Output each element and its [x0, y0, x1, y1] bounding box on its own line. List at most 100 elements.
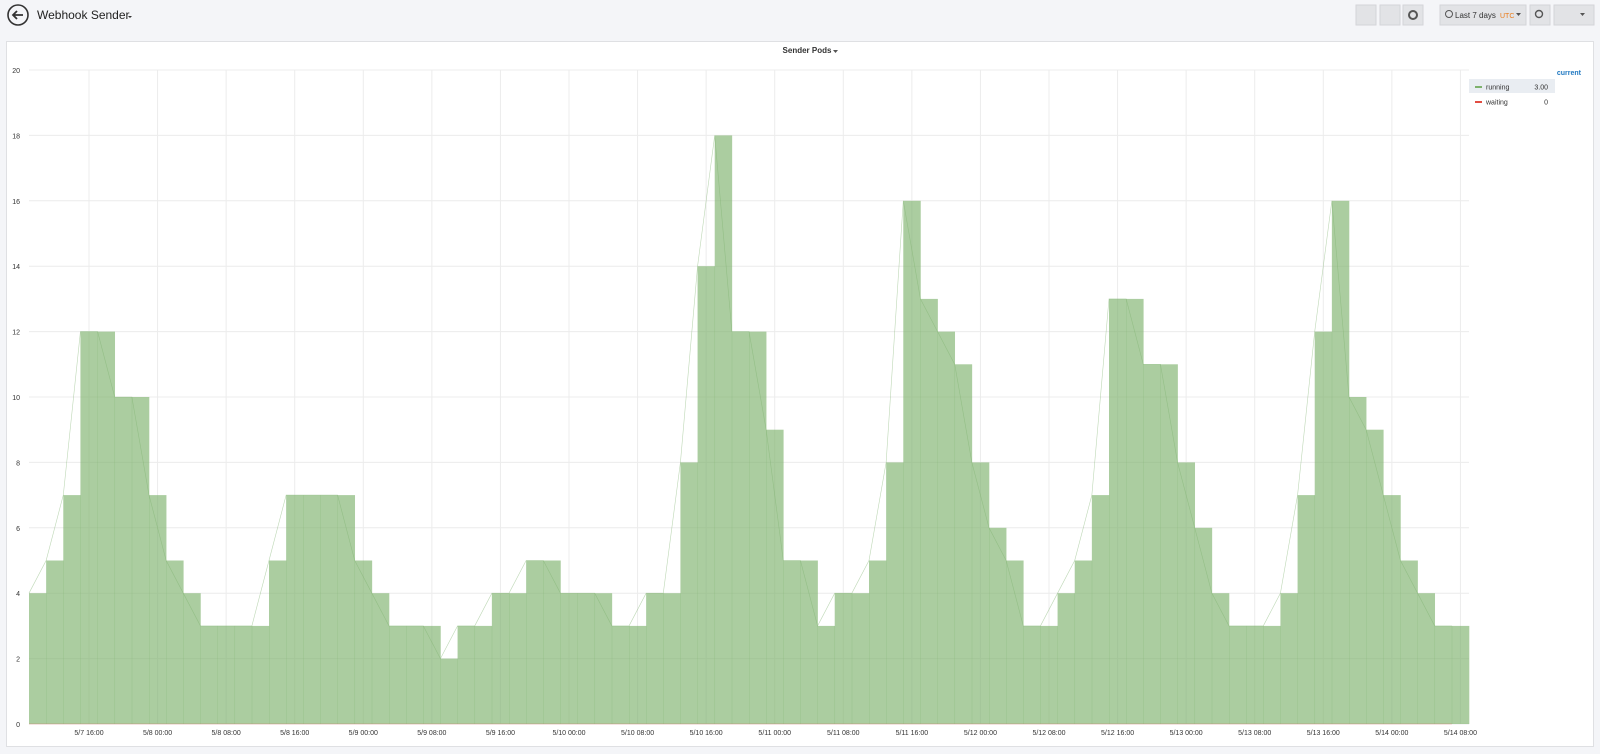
x-tick-label: 5/13 16:00 — [1307, 730, 1340, 737]
x-tick-label: 5/12 16:00 — [1101, 730, 1134, 737]
panel-title[interactable]: Sender Pods — [783, 46, 832, 55]
x-tick-label: 5/11 00:00 — [758, 730, 791, 737]
area-step — [1229, 625, 1247, 724]
x-tick-label: 5/10 16:00 — [690, 730, 723, 737]
chart: Sender Pods current 0 2 4 6 8 10 12 14 16 18 20 5/7… — [12, 46, 1581, 737]
settings-button[interactable] — [1402, 4, 1424, 26]
x-tick-label: 5/8 00:00 — [143, 730, 172, 737]
area-step — [371, 593, 390, 724]
y-tick-label: 2 — [16, 657, 20, 664]
area-step — [731, 331, 750, 724]
area-step — [457, 625, 476, 724]
area-step — [1211, 593, 1230, 724]
legend-label[interactable]: running — [1486, 85, 1509, 92]
area-step — [1006, 560, 1024, 724]
back-button[interactable] — [7, 4, 29, 26]
area-step — [971, 462, 990, 724]
x-tick-label: 5/12 00:00 — [964, 730, 997, 737]
area-step — [440, 658, 458, 724]
area-step — [1383, 495, 1401, 724]
x-tick-label: 5/14 08:00 — [1444, 730, 1477, 737]
area-step — [1263, 625, 1281, 724]
save-button[interactable] — [1379, 4, 1401, 26]
x-tick-label: 5/10 08:00 — [621, 730, 654, 737]
y-tick-label: 12 — [12, 330, 20, 337]
area-step — [303, 495, 321, 724]
x-tick-label: 5/9 08:00 — [417, 730, 446, 737]
area-step — [766, 429, 784, 724]
area-step — [749, 331, 767, 724]
area-step — [1091, 495, 1110, 724]
toolbar: Last 7 days UTC — [1355, 4, 1595, 26]
area-step — [886, 462, 904, 724]
gear-icon — [1408, 10, 1418, 20]
area-step — [63, 495, 81, 724]
area-step — [80, 331, 98, 724]
legend-highlight — [1469, 79, 1555, 93]
area-step — [183, 593, 201, 724]
area-step — [320, 495, 338, 724]
area-step — [200, 625, 218, 724]
zoom-button[interactable] — [1529, 4, 1551, 26]
share-button[interactable] — [1355, 4, 1377, 26]
y-tick-label: 18 — [12, 133, 20, 140]
area-step — [663, 593, 681, 724]
x-tick-label: 5/10 00:00 — [552, 730, 585, 737]
area-step — [783, 560, 801, 724]
y-tick-label: 4 — [16, 591, 20, 598]
y-tick-label: 20 — [12, 68, 20, 75]
x-tick-label: 5/14 00:00 — [1375, 730, 1408, 737]
area-step — [1109, 298, 1127, 724]
area-step — [646, 593, 664, 724]
area-step — [1349, 397, 1367, 724]
dashboard-title[interactable]: Webhook Sender — [37, 8, 130, 22]
area-step — [920, 298, 938, 724]
timezone: UTC — [1500, 13, 1514, 20]
time-range: Last 7 days — [1455, 11, 1496, 20]
area-step — [234, 625, 253, 724]
area-step — [1417, 593, 1436, 724]
y-tick-label: 8 — [16, 460, 20, 467]
x-tick-label: 5/8 08:00 — [212, 730, 241, 737]
area-step — [114, 397, 133, 724]
area-step — [1314, 331, 1333, 724]
area-step — [491, 593, 510, 724]
x-tick-label: 5/13 00:00 — [1170, 730, 1203, 737]
area-step — [1126, 298, 1144, 724]
area-step — [406, 625, 424, 724]
area-step — [46, 560, 64, 724]
area-step — [800, 560, 818, 724]
area-step — [166, 560, 184, 724]
time-picker[interactable] — [1439, 4, 1527, 26]
area-step — [680, 462, 698, 724]
area-step — [1297, 495, 1316, 724]
x-tick-label: 5/11 08:00 — [827, 730, 860, 737]
area-step — [286, 495, 304, 724]
clock-icon — [1445, 10, 1453, 18]
y-tick-label: 10 — [12, 395, 20, 402]
area-step — [1194, 527, 1213, 724]
refresh-button[interactable] — [1553, 4, 1595, 26]
area-step — [1451, 625, 1470, 724]
legend-current: 0 — [1544, 100, 1548, 107]
time-caret — [1516, 13, 1521, 16]
y-tick-label: 0 — [16, 722, 20, 729]
legend-label[interactable]: waiting — [1485, 100, 1508, 107]
area-step — [1280, 593, 1298, 724]
area-step — [869, 560, 887, 724]
area-step — [1040, 625, 1058, 724]
area-step — [543, 560, 561, 724]
x-tick-label: 5/9 00:00 — [349, 730, 378, 737]
area-step — [1143, 364, 1161, 724]
area-step — [354, 560, 373, 724]
title-caret — [128, 16, 132, 18]
x-tick-label: 5/11 16:00 — [896, 730, 929, 737]
area-step — [1160, 364, 1178, 724]
area-step — [577, 593, 596, 724]
area-step — [131, 397, 150, 724]
area-step — [954, 364, 973, 724]
area-step — [714, 135, 733, 724]
series-line — [28, 135, 1452, 660]
panel: Sender Pods current 0 2 4 6 8 10 12 14 16 18 20 5/7… — [6, 41, 1594, 747]
